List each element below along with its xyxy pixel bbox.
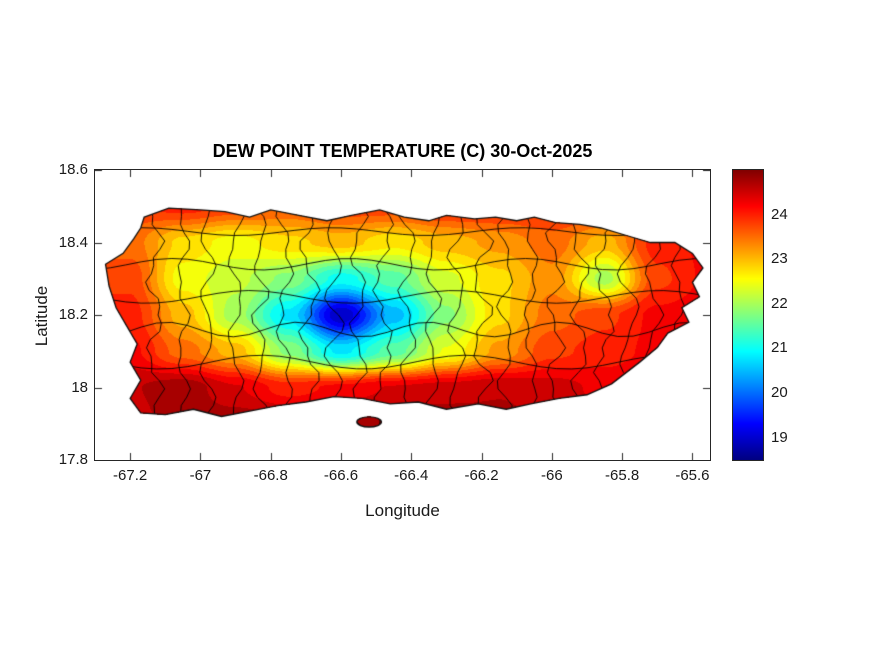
x-tick-label: -66.4 [394,467,429,484]
x-tick-label: -66.2 [464,467,499,484]
colorbar-tick-label: 23 [771,250,788,268]
colorbar-tick-label: 20 [771,384,788,402]
colorbar [732,169,764,461]
colorbar-tick-label: 22 [771,294,788,312]
colorbar-tick-label: 21 [771,339,788,357]
x-tick-label: -66.6 [323,467,359,484]
plot-area [94,169,711,461]
x-tick-label: -67 [189,467,212,484]
x-tick-label: -66.8 [253,467,288,484]
x-tick-label: -67.2 [113,467,148,484]
x-tick-label: -65.8 [605,467,640,484]
y-tick-label: 18.2 [58,306,88,323]
x-axis-label: Longitude [365,501,440,520]
y-tick-label: 18.4 [58,233,88,251]
y-tick-label: 18.6 [58,161,88,178]
y-tick-label: 17.8 [58,451,88,468]
x-tick-label: -66 [541,467,563,484]
y-tick-label: 18 [71,378,88,396]
x-tick-label: -65.6 [675,467,710,484]
chart-title: DEW POINT TEMPERATURE (C) 30-Oct-2025 [212,141,593,161]
colorbar-tick-label: 19 [771,428,788,446]
heatmap-canvas [95,170,710,460]
colorbar-tick-label: 24 [771,205,788,223]
